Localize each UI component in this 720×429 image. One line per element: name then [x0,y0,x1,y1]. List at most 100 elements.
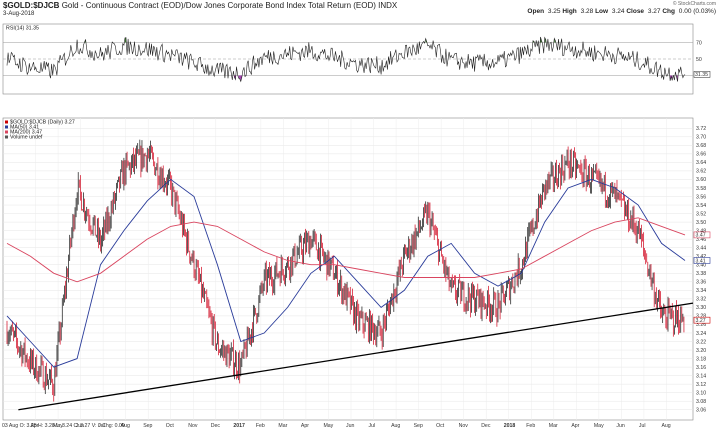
exchange-label: INDX [378,1,398,10]
price-tick-label: 3.60 [696,177,706,183]
month-tick-label: May [594,423,604,429]
month-tick-label: Sep [414,423,423,429]
price-tick-label: 3.26 [696,322,706,328]
rsi-overbought-fill [544,37,546,43]
price-tick-label: 3.32 [696,297,706,303]
symbol-name: $GOLD:$DJCB [3,1,60,10]
credit-text: © StockCharts.com [672,1,716,7]
high-label: High [562,8,577,15]
price-tick-label: 3.28 [696,314,706,320]
price-line-icon [5,120,8,124]
bottom-quote: 03 Aug O: 3.25 H: 3.28 L: 3.24 C: 3.27 V… [2,423,125,429]
month-tick-label: Oct [436,423,445,429]
price-tick-label: 3.34 [696,288,706,294]
price-tick-label: 3.14 [696,373,706,379]
legend-ma200: MA(200) 3.47 [10,130,42,136]
price-tick-label: 3.70 [696,135,706,141]
price-tick-label: 3.22 [696,339,706,345]
month-tick-label: Apr [31,423,39,429]
price-tick-label: 3.44 [696,245,706,251]
price-legend: $GOLD:$DJCB (Daily) 3.27 MA(50) 3.41 MA(… [5,120,75,141]
trendline-group [18,302,694,411]
month-tick-label: Jul [98,423,105,429]
last-value-label: 3.47 [696,233,706,239]
price-tick-label: 3.64 [696,160,706,166]
price-grid [3,118,693,420]
price-tick-label: 3.18 [696,356,706,362]
month-tick-label: Aug [391,423,400,429]
month-tick-label: Jul [639,423,646,429]
month-tick-label: Apr [571,423,579,429]
month-tick-label: Nov [188,423,198,429]
ohlc-quote: Open 3.25 High 3.28 Low 3.24 Close 3.27 … [527,8,716,15]
price-tick-label: 3.38 [696,271,706,277]
chart-symbol: $GOLD:$DJCB Gold - Continuous Contract (… [3,1,397,10]
rsi-series-line [6,36,686,83]
month-tick-label: Dec [211,423,221,429]
rsi-oversold-fill [239,75,241,82]
price-tick-label: 3.52 [696,211,706,217]
price-tick-label: 3.48 [696,228,706,234]
rsi-oversold-fill [238,75,240,79]
rsi-grid [3,42,693,76]
month-tick-label: Feb [256,423,265,429]
price-tick-label: 3.10 [696,390,706,396]
month-tick-label: 2018 [504,423,516,429]
price-tick-label: 3.06 [696,408,706,414]
chg-label: Chg [662,8,675,15]
price-tick-label: 3.12 [696,382,706,388]
price-tick-label: 3.16 [696,365,706,371]
price-tick-label: 3.20 [696,348,706,354]
rsi-panel: 70503031.35 RSI(14) 31.35 [2,23,711,95]
month-tick-label: Dec [481,423,491,429]
last-value-tag [693,316,711,324]
month-tick-label: Oct [166,423,175,429]
rsi-axis: 70503031.35 [693,40,711,79]
price-tick-label: 3.42 [696,254,706,260]
rsi-level-label: 70 [696,40,702,46]
chg-value: 0.00 (0.03%) [678,8,716,15]
month-tick-label: Aug [121,423,130,429]
rsi-level-label: 50 [696,57,702,63]
price-axis: 3.72 3.70 3.68 3.66 3.64 3.62 3.60 3.58 3.56 3.54… [693,126,711,414]
close-label: Close [626,8,645,15]
ma50-line [6,178,686,368]
month-tick-label: Feb [526,423,535,429]
ma-lines [6,178,686,368]
last-value-label: 3.41 [696,258,706,264]
symbol-description: Gold - Continuous Contract (EOD)/Dow Jon… [61,1,376,10]
month-tick-label: 2017 [233,423,245,429]
volume-icon [5,135,8,139]
ma200-line [6,217,686,283]
legend-ma50: MA(50) 3.41 [10,125,39,131]
rsi-line [6,36,686,83]
price-tick-label: 3.62 [696,169,706,175]
month-tick-label: May [323,423,333,429]
price-tick-label: 3.50 [696,220,706,226]
month-tick-label: Aug [661,423,670,429]
quote-date: 3-Aug-2018 [3,11,35,17]
month-tick-label: Jun [616,423,624,429]
month-tick-label: May [53,423,63,429]
ma50-line-icon [5,125,8,129]
support-trendline [18,302,694,411]
legend-volume: Volume undef [10,135,43,141]
last-value-tag [693,231,711,239]
rsi-overbought-fill [124,37,127,43]
price-tick-label: 3.46 [696,237,706,243]
price-tick-label: 3.58 [696,186,706,192]
month-tick-label: Nov [459,423,469,429]
last-value-label: 3.27 [696,318,706,324]
price-tick-label: 3.08 [696,399,706,405]
low-value: 3.24 [611,8,625,15]
price-tick-label: 3.72 [696,126,706,132]
rsi-label: RSI(14) 31.35 [6,26,39,32]
price-bars [6,139,685,402]
month-tick-label: Jun [346,423,354,429]
open-value: 3.25 [547,8,561,15]
month-tick-label: Mar [549,423,558,429]
price-tick-label: 3.68 [696,143,706,149]
rsi-last-value: 31.35 [695,72,708,78]
high-value: 3.28 [580,8,594,15]
